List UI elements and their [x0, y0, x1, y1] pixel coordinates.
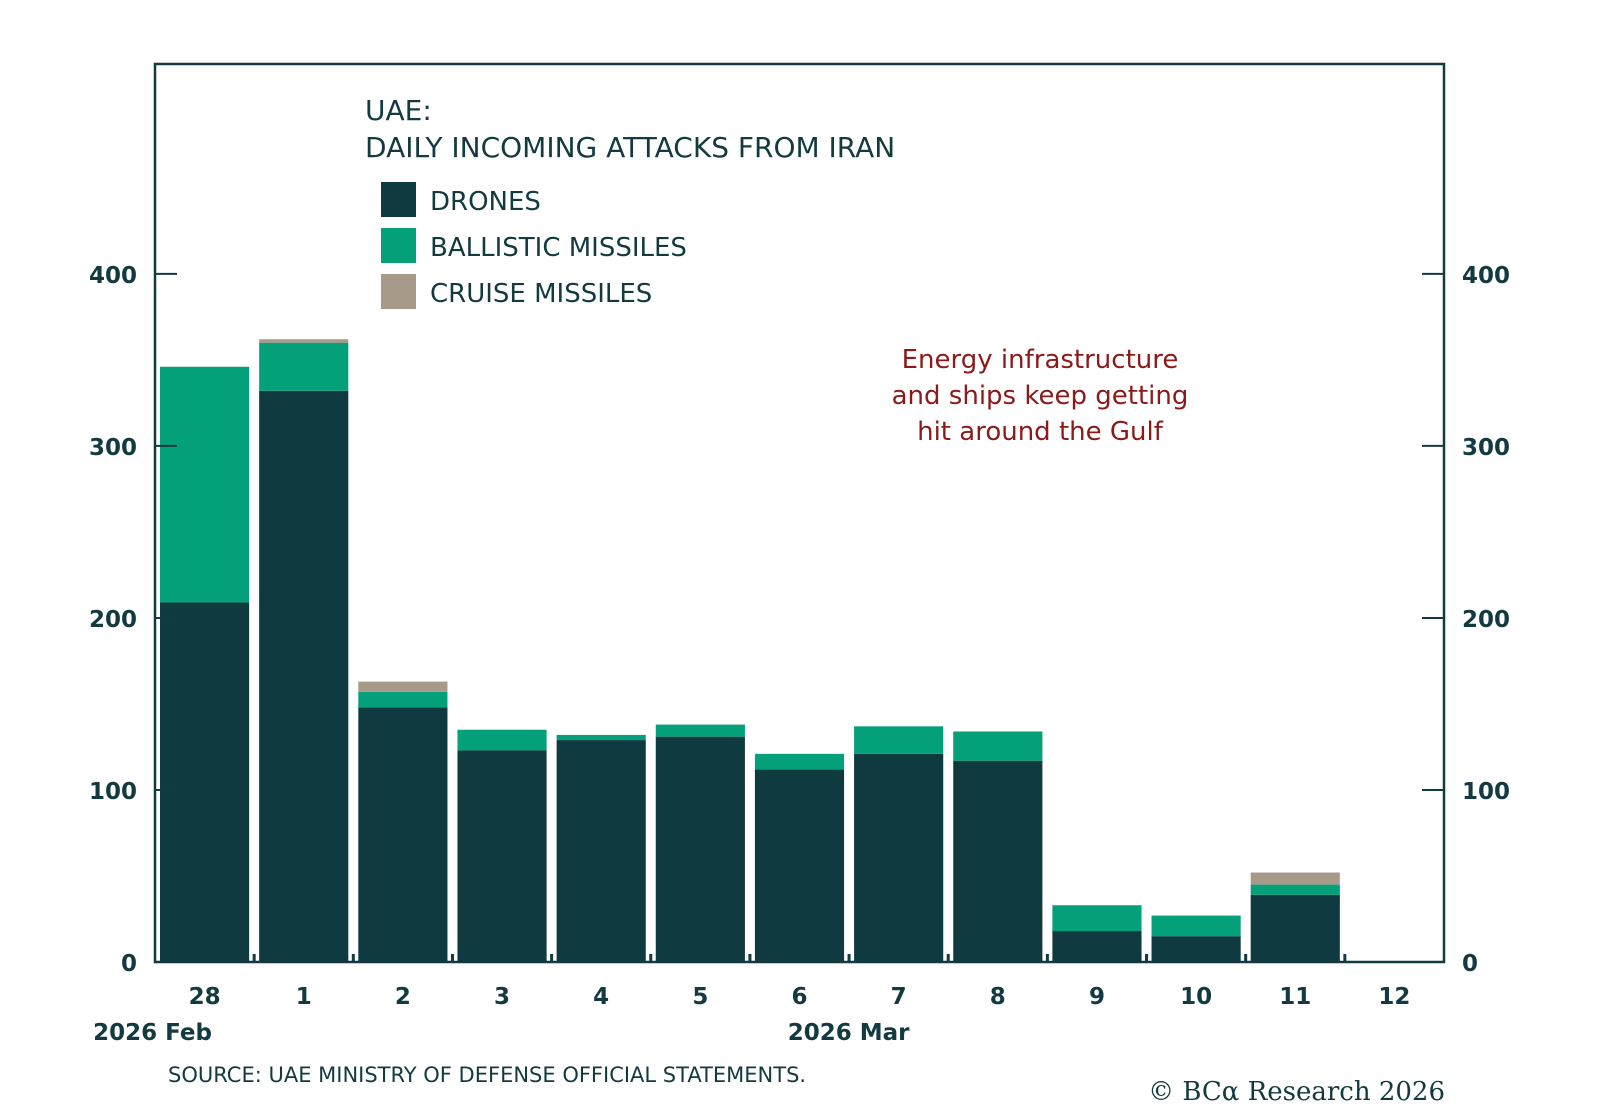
x-tick-label: 7 — [891, 984, 907, 1010]
bar-ballistic-missiles-7 — [854, 726, 944, 754]
bar-ballistic-missiles-3 — [457, 729, 547, 751]
x-tick-label: 28 — [189, 984, 221, 1010]
bar-ballistic-missiles-6 — [754, 753, 845, 770]
bar-drones-1 — [259, 390, 349, 962]
x-tick-label: 9 — [1089, 984, 1105, 1010]
bar-drones-6 — [754, 769, 845, 962]
bar-drones-2 — [358, 707, 448, 962]
x-tick-label: 12 — [1378, 984, 1410, 1010]
bar-drones-10 — [1151, 936, 1241, 962]
bar-ballistic-missiles-11 — [1250, 884, 1340, 895]
copyright: © BCα Research 2026 — [1148, 1077, 1445, 1107]
bar-drones-28 — [160, 602, 250, 962]
legend-swatch-drones — [381, 182, 416, 217]
month-label: 2026 Mar — [788, 1020, 910, 1046]
bar-ballistic-missiles-8 — [953, 731, 1043, 761]
y-tick-label-left: 100 — [89, 779, 137, 805]
chart-title: UAE: — [365, 94, 432, 127]
annotation-line-3: hit around the Gulf — [917, 417, 1164, 447]
y-tick-label-right: 100 — [1462, 779, 1510, 805]
bar-drones-3 — [457, 750, 547, 962]
bar-ballistic-missiles-10 — [1151, 915, 1241, 937]
bars-layer — [160, 339, 1340, 962]
y-tick-label-right: 200 — [1462, 607, 1510, 633]
bar-drones-11 — [1250, 894, 1340, 962]
legend-label: CRUISE MISSILES — [430, 279, 652, 309]
x-tick-label: 5 — [692, 984, 708, 1010]
legend-label: DRONES — [430, 187, 541, 217]
bar-ballistic-missiles-1 — [259, 342, 349, 391]
bar-drones-4 — [556, 740, 646, 962]
bar-cruise-missiles-2 — [358, 681, 448, 692]
annotation-line-2: and ships keep getting — [892, 381, 1189, 411]
bar-drones-7 — [854, 753, 944, 962]
bar-ballistic-missiles-28 — [160, 366, 250, 603]
bar-ballistic-missiles-5 — [655, 724, 745, 737]
x-tick-label: 3 — [494, 984, 510, 1010]
bar-drones-9 — [1052, 931, 1142, 962]
y-tick-label-right: 0 — [1462, 951, 1478, 977]
x-tick-label: 2 — [395, 984, 411, 1010]
x-tick-label: 8 — [990, 984, 1006, 1010]
y-tick-label-left: 300 — [89, 435, 137, 461]
bar-ballistic-missiles-9 — [1052, 905, 1142, 932]
y-tick-label-left: 200 — [89, 607, 137, 633]
bar-drones-5 — [655, 736, 745, 962]
bar-cruise-missiles-11 — [1250, 872, 1340, 885]
y-tick-label-left: 400 — [89, 263, 137, 289]
bar-cruise-missiles-1 — [259, 339, 349, 343]
legend: DRONES BALLISTIC MISSILES CRUISE MISSILES — [381, 182, 687, 309]
y-tick-label-left: 0 — [121, 951, 137, 977]
x-tick-label: 4 — [593, 984, 609, 1010]
bar-ballistic-missiles-2 — [358, 691, 448, 708]
month-label: 2026 Feb — [93, 1020, 212, 1046]
annotation-line-1: Energy infrastructure — [902, 345, 1179, 375]
x-tick-label: 6 — [791, 984, 807, 1010]
x-tick-label: 1 — [296, 984, 312, 1010]
y-tick-label-right: 400 — [1462, 263, 1510, 289]
x-tick-label: 11 — [1279, 984, 1311, 1010]
legend-swatch-ballistic-missiles — [381, 228, 416, 263]
y-tick-label-right: 300 — [1462, 435, 1510, 461]
chart-subtitle: DAILY INCOMING ATTACKS FROM IRAN — [365, 131, 895, 164]
bar-ballistic-missiles-4 — [556, 734, 646, 741]
x-tick-label: 10 — [1180, 984, 1212, 1010]
bar-drones-8 — [953, 760, 1043, 962]
legend-label: BALLISTIC MISSILES — [430, 233, 687, 263]
source-note: SOURCE: UAE MINISTRY OF DEFENSE OFFICIAL… — [168, 1063, 806, 1087]
legend-swatch-cruise-missiles — [381, 274, 416, 309]
